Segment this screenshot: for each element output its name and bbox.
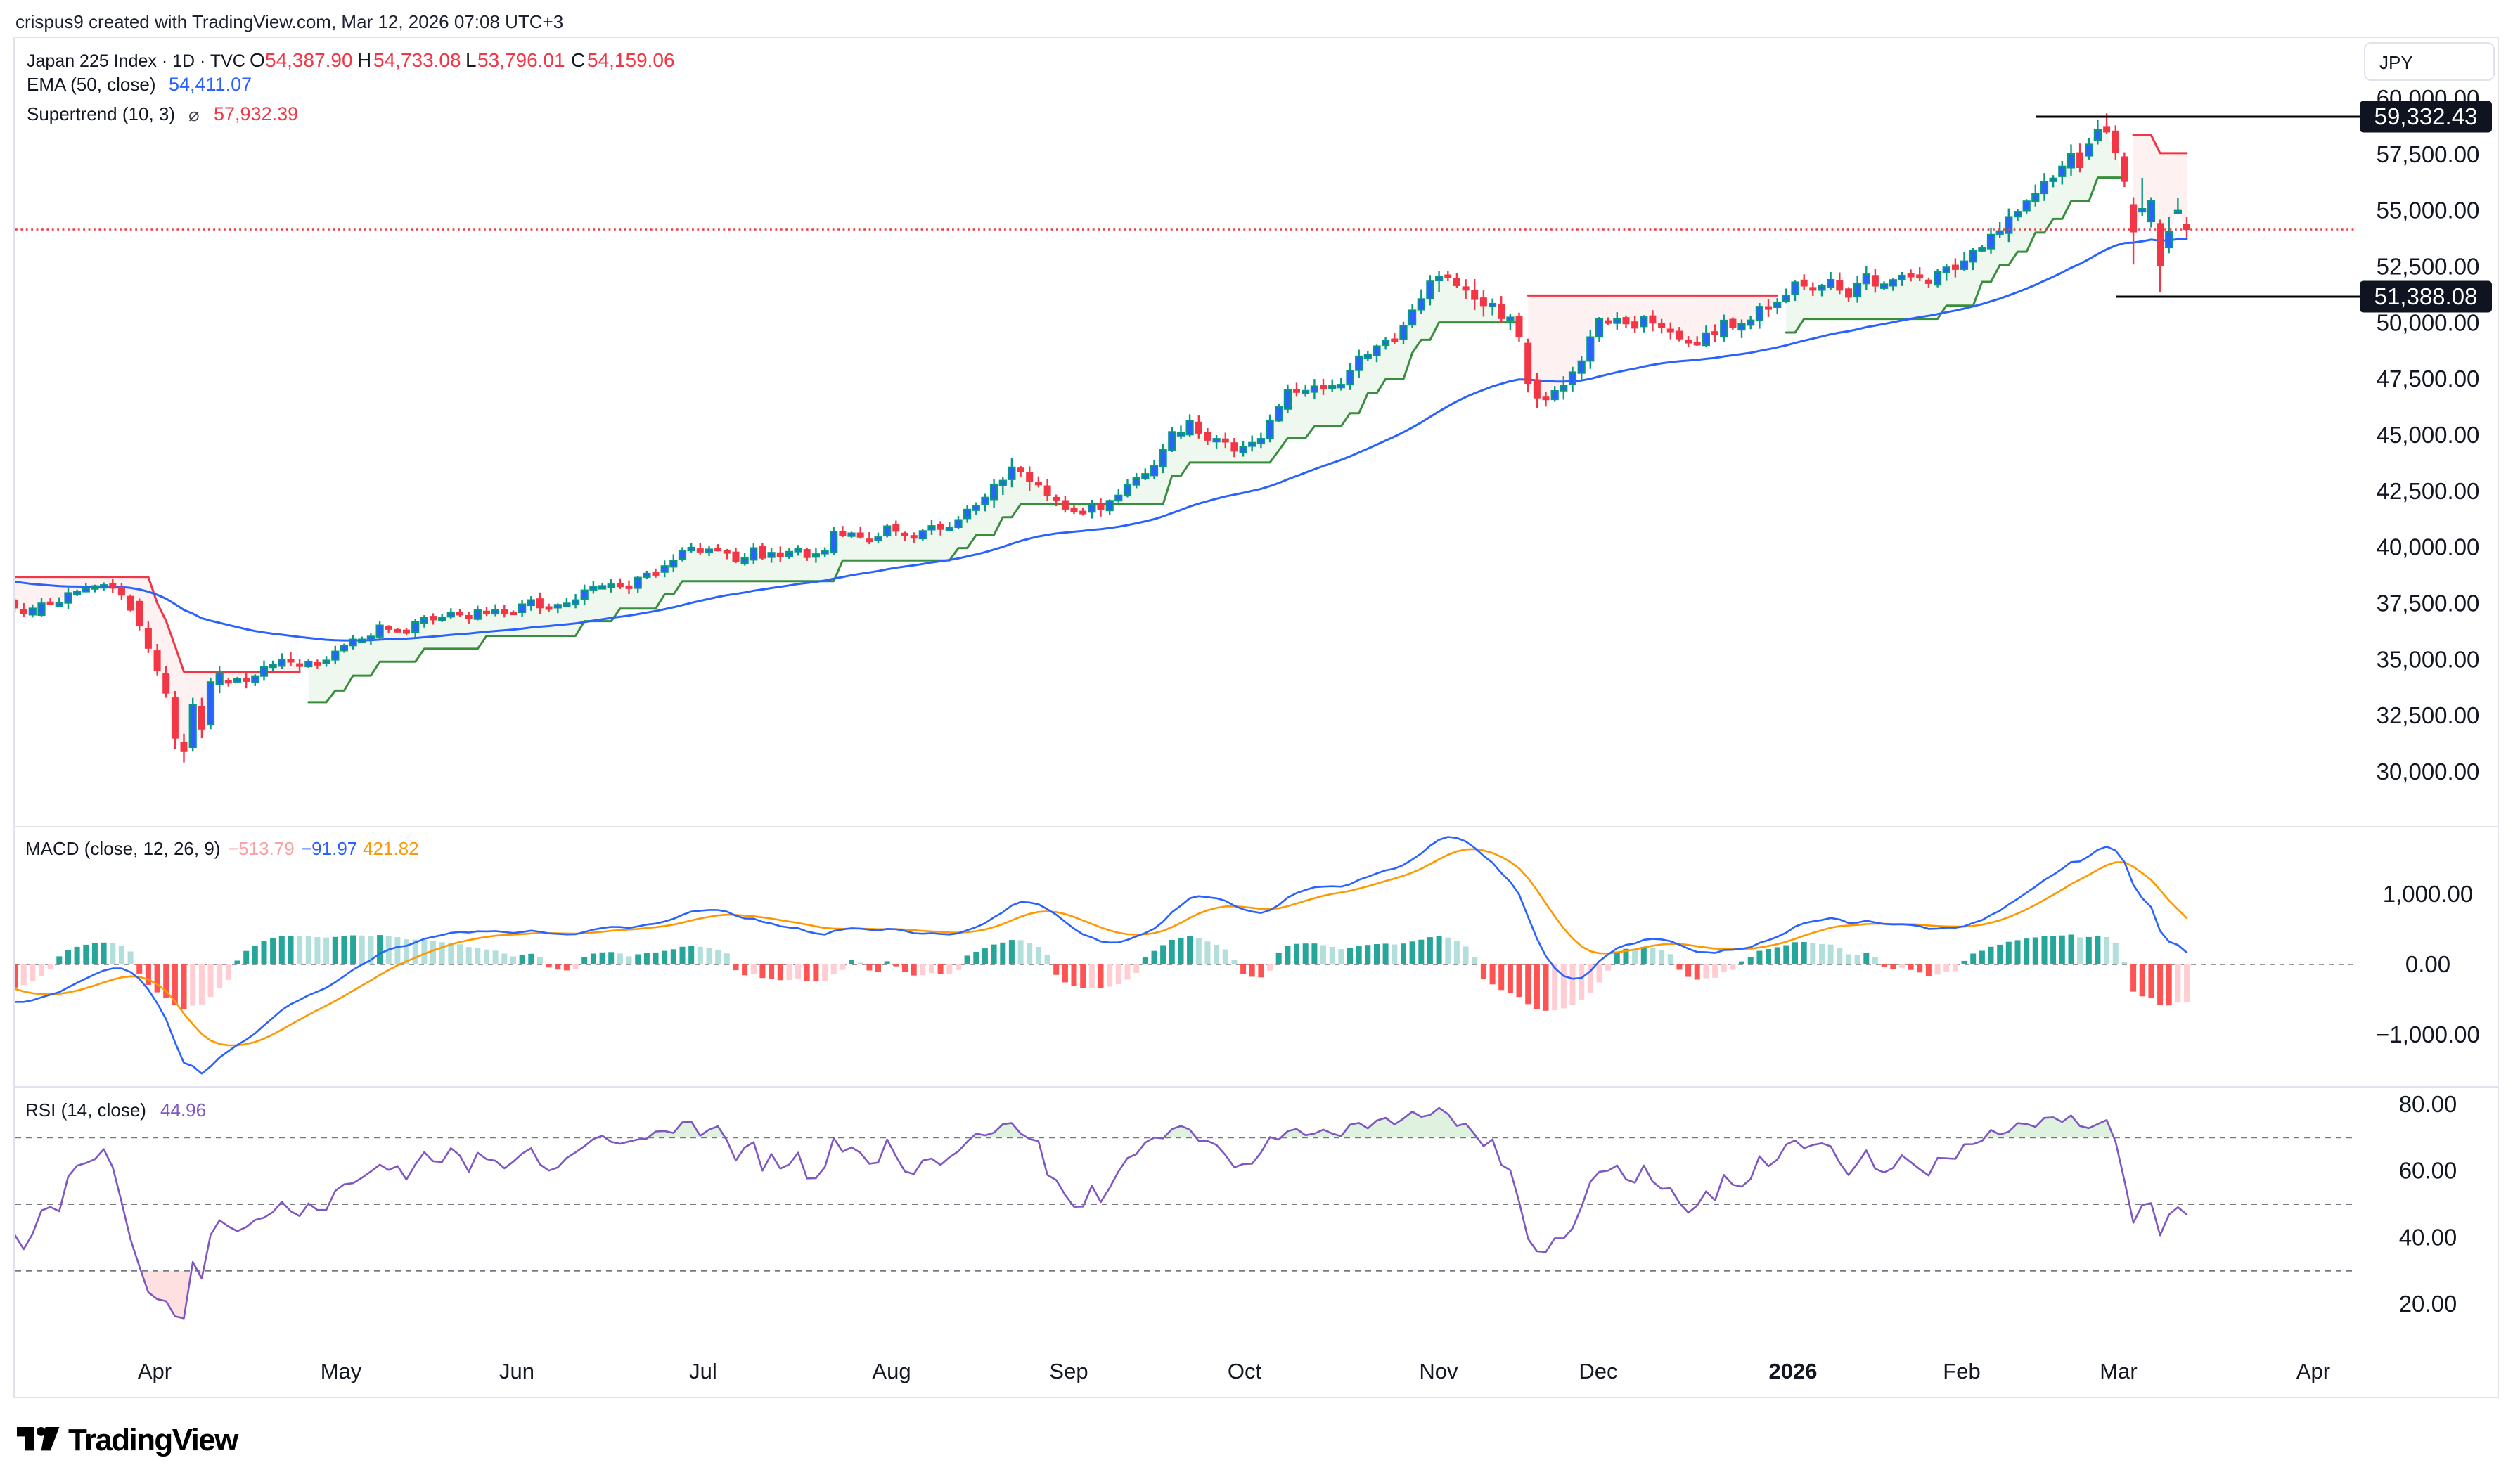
svg-text:Jun: Jun [499, 1359, 534, 1383]
svg-text:50,000.00: 50,000.00 [2377, 309, 2480, 335]
svg-text:421.82: 421.82 [363, 838, 419, 859]
svg-text:60.00: 60.00 [2399, 1158, 2457, 1184]
svg-text:Supertrend (10, 3): Supertrend (10, 3) [27, 103, 175, 124]
svg-text:Dec: Dec [1579, 1359, 1617, 1383]
svg-text:55,000.00: 55,000.00 [2377, 198, 2480, 224]
svg-text:Apr: Apr [2296, 1359, 2330, 1383]
svg-text:44.96: 44.96 [160, 1099, 206, 1121]
svg-text:RSI (14, close): RSI (14, close) [25, 1099, 146, 1121]
svg-text:57,500.00: 57,500.00 [2377, 141, 2480, 167]
svg-text:47,500.00: 47,500.00 [2377, 366, 2480, 392]
svg-text:53,796.01: 53,796.01 [477, 49, 565, 71]
svg-text:20.00: 20.00 [2399, 1291, 2457, 1317]
svg-text:JPY: JPY [2379, 52, 2413, 73]
svg-text:52,500.00: 52,500.00 [2377, 254, 2480, 280]
svg-text:Sep: Sep [1049, 1359, 1088, 1383]
svg-text:45,000.00: 45,000.00 [2377, 422, 2480, 448]
svg-text:54,411.07: 54,411.07 [169, 74, 252, 95]
svg-text:2026: 2026 [1769, 1359, 1818, 1383]
svg-text:⌀: ⌀ [188, 104, 200, 125]
svg-text:TradingView: TradingView [68, 1423, 239, 1457]
svg-text:L: L [465, 49, 477, 71]
svg-text:42,500.00: 42,500.00 [2377, 478, 2480, 504]
svg-text:−1,000.00: −1,000.00 [2376, 1021, 2480, 1047]
svg-text:51,388.08: 51,388.08 [2374, 283, 2478, 309]
svg-text:40,000.00: 40,000.00 [2377, 534, 2480, 560]
svg-text:59,332.43: 59,332.43 [2374, 103, 2478, 129]
svg-text:54,159.06: 54,159.06 [587, 49, 675, 71]
svg-text:57,932.39: 57,932.39 [214, 103, 298, 124]
svg-text:32,500.00: 32,500.00 [2377, 702, 2480, 728]
svg-text:C: C [571, 49, 585, 71]
svg-text:Nov: Nov [1419, 1359, 1458, 1383]
svg-text:EMA (50, close): EMA (50, close) [27, 74, 156, 95]
svg-text:37,500.00: 37,500.00 [2377, 591, 2480, 617]
svg-text:Japan 225 Index · 1D · TVC: Japan 225 Index · 1D · TVC [27, 51, 245, 71]
svg-text:−513.79: −513.79 [228, 838, 295, 859]
svg-text:Mar: Mar [2100, 1359, 2137, 1383]
svg-text:Oct: Oct [1228, 1359, 1262, 1383]
svg-text:−91.97: −91.97 [301, 838, 357, 859]
svg-text:May: May [321, 1359, 362, 1383]
svg-text:1,000.00: 1,000.00 [2383, 881, 2473, 907]
svg-text:54,387.90: 54,387.90 [265, 49, 353, 71]
svg-text:H: H [357, 49, 371, 71]
svg-text:Jul: Jul [689, 1359, 717, 1383]
svg-text:0.00: 0.00 [2405, 951, 2450, 977]
svg-text:54,733.08: 54,733.08 [373, 49, 461, 71]
svg-text:MACD (close, 12, 26, 9): MACD (close, 12, 26, 9) [25, 838, 220, 859]
svg-text:30,000.00: 30,000.00 [2377, 759, 2480, 785]
svg-text:80.00: 80.00 [2399, 1091, 2457, 1117]
svg-text:crispus9 created with TradingV: crispus9 created with TradingView.com, M… [15, 11, 563, 32]
svg-text:Apr: Apr [138, 1359, 172, 1383]
svg-text:40.00: 40.00 [2399, 1224, 2457, 1250]
svg-text:O: O [250, 49, 265, 71]
svg-text:Feb: Feb [1943, 1359, 1980, 1383]
svg-text:Aug: Aug [872, 1359, 911, 1383]
svg-text:35,000.00: 35,000.00 [2377, 646, 2480, 672]
